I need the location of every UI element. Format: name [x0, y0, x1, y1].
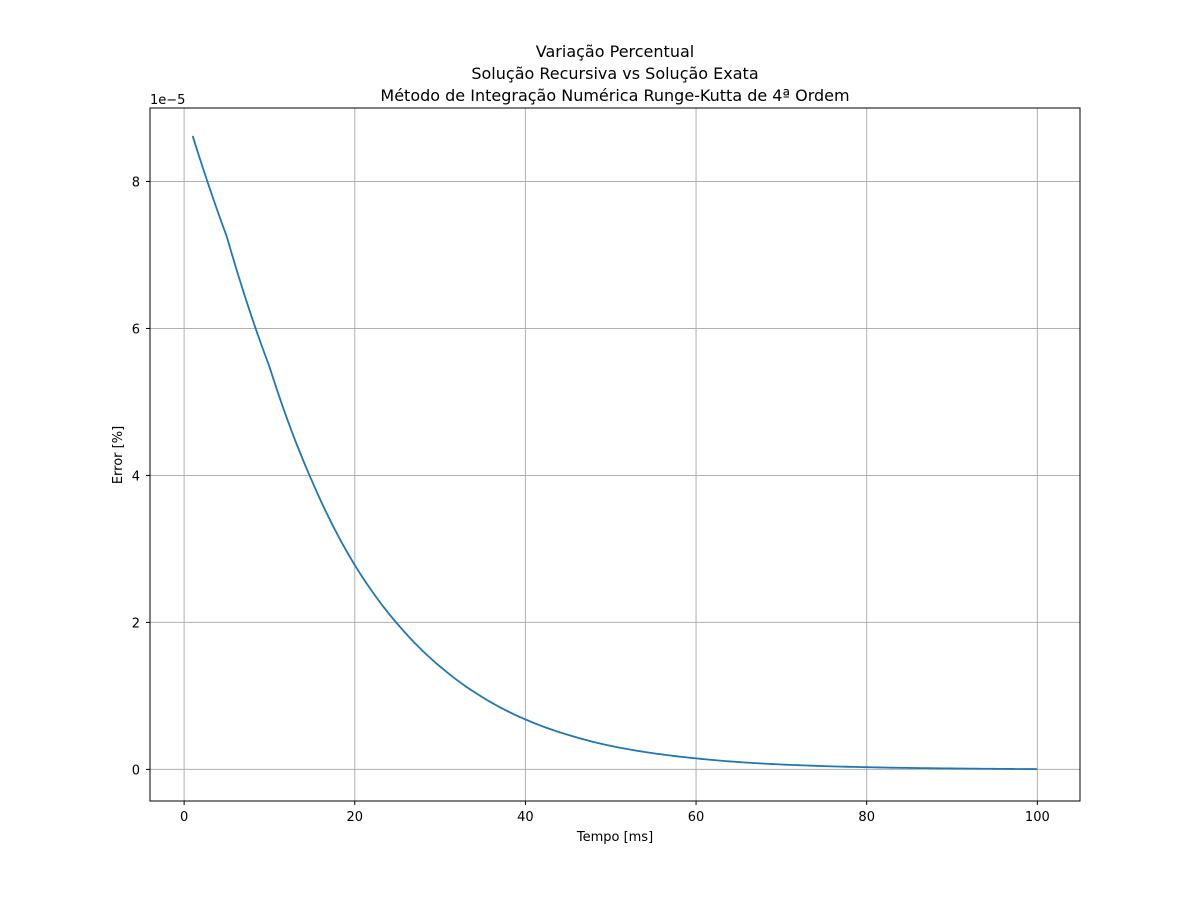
chart-title-line-1: Variação Percentual	[536, 42, 694, 61]
grid-layer	[150, 108, 1080, 801]
x-tick-label: 100	[1025, 810, 1050, 825]
chart-title-line-3: Método de Integração Numérica Runge-Kutt…	[380, 86, 849, 105]
x-tick-label: 20	[346, 810, 363, 825]
x-tick-label: 40	[517, 810, 534, 825]
x-tick-label: 80	[858, 810, 875, 825]
plot-frame	[149, 107, 1081, 802]
y-tick-label: 6	[132, 322, 140, 337]
y-tick-label: 8	[132, 175, 140, 190]
x-tick-label: 60	[688, 810, 705, 825]
y-tick-label: 0	[132, 763, 140, 778]
x-axis-label: Tempo [ms]	[576, 830, 653, 845]
y-axis-label: Error [%]	[111, 426, 126, 484]
x-tick-label: 0	[180, 810, 188, 825]
chart-title-line-2: Solução Recursiva vs Solução Exata	[471, 64, 758, 83]
line-layer	[191, 135, 1038, 771]
y-tick-label: 4	[132, 469, 140, 484]
tick-layer: 0 20 40 60 80 100 0 2 4 6 8	[132, 175, 1050, 825]
y-tick-label: 2	[132, 616, 140, 631]
error-series-line	[191, 135, 1038, 771]
y-offset-label: 1e−5	[150, 93, 185, 108]
